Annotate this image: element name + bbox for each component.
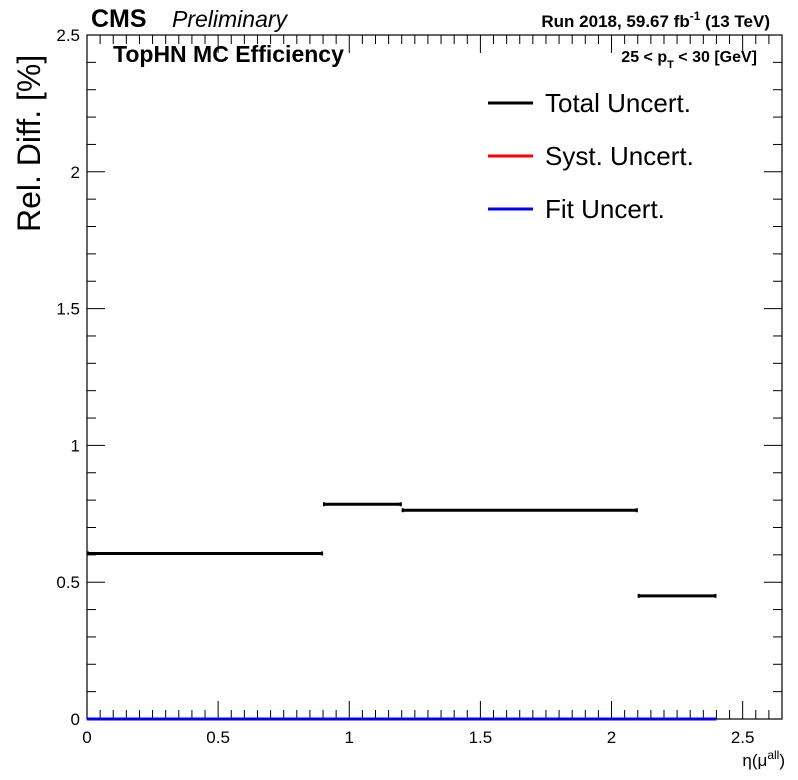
y-tick-label: 0.5 xyxy=(56,573,80,592)
series-layer xyxy=(87,502,717,721)
x-axis-title-close: ) xyxy=(779,751,785,770)
y-tick-label: 0 xyxy=(71,710,80,729)
plot-title: TopHN MC Efficiency xyxy=(113,41,344,67)
pt-range-annotation: 25 < pT < 30 [GeV] xyxy=(621,49,757,71)
run-label-superscript: -1 xyxy=(690,9,701,23)
legend-label: Fit Uncert. xyxy=(545,194,665,224)
x-tick-label: 0 xyxy=(82,728,91,747)
pt-range-suffix: < 30 [GeV] xyxy=(674,49,757,66)
pt-range-prefix: 25 < p xyxy=(621,49,667,66)
x-axis-title-superscript: all xyxy=(767,748,779,762)
x-tick-label: 2 xyxy=(607,728,616,747)
y-axis-title: Rel. Diff. [%] xyxy=(11,55,47,232)
run-label-main: Run 2018, 59.67 fb xyxy=(541,12,689,31)
y-tick-label: 1.5 xyxy=(56,300,80,319)
pt-range-subscript: T xyxy=(667,59,674,71)
x-tick-label: 1 xyxy=(345,728,354,747)
legend-label: Total Uncert. xyxy=(545,88,691,118)
y-tick-label: 2.5 xyxy=(56,26,80,45)
experiment-label: CMS xyxy=(91,5,147,33)
x-axis-title: η(μall) xyxy=(742,748,785,770)
x-tick-label: 1.5 xyxy=(469,728,493,747)
y-tick-label: 1 xyxy=(71,436,80,455)
x-axis-title-main: η(μ xyxy=(742,751,767,770)
y-axis: 0 0.5 1 1.5 2 2.5 xyxy=(56,26,782,729)
x-tick-label: 2.5 xyxy=(731,728,755,747)
legend-label: Syst. Uncert. xyxy=(545,141,694,171)
x-tick-label: 0.5 xyxy=(206,728,230,747)
run-label-energy: (13 TeV) xyxy=(700,12,770,31)
status-label: Preliminary xyxy=(172,6,289,32)
series-total-uncert xyxy=(87,502,717,598)
y-tick-label: 2 xyxy=(71,163,80,182)
x-axis: 0 0.5 1 1.5 2 2.5 xyxy=(82,35,783,747)
plot-frame xyxy=(86,34,783,720)
legend: Total Uncert. Syst. Uncert. Fit Uncert. xyxy=(488,88,694,224)
run-label: Run 2018, 59.67 fb-1 (13 TeV) xyxy=(541,9,770,31)
